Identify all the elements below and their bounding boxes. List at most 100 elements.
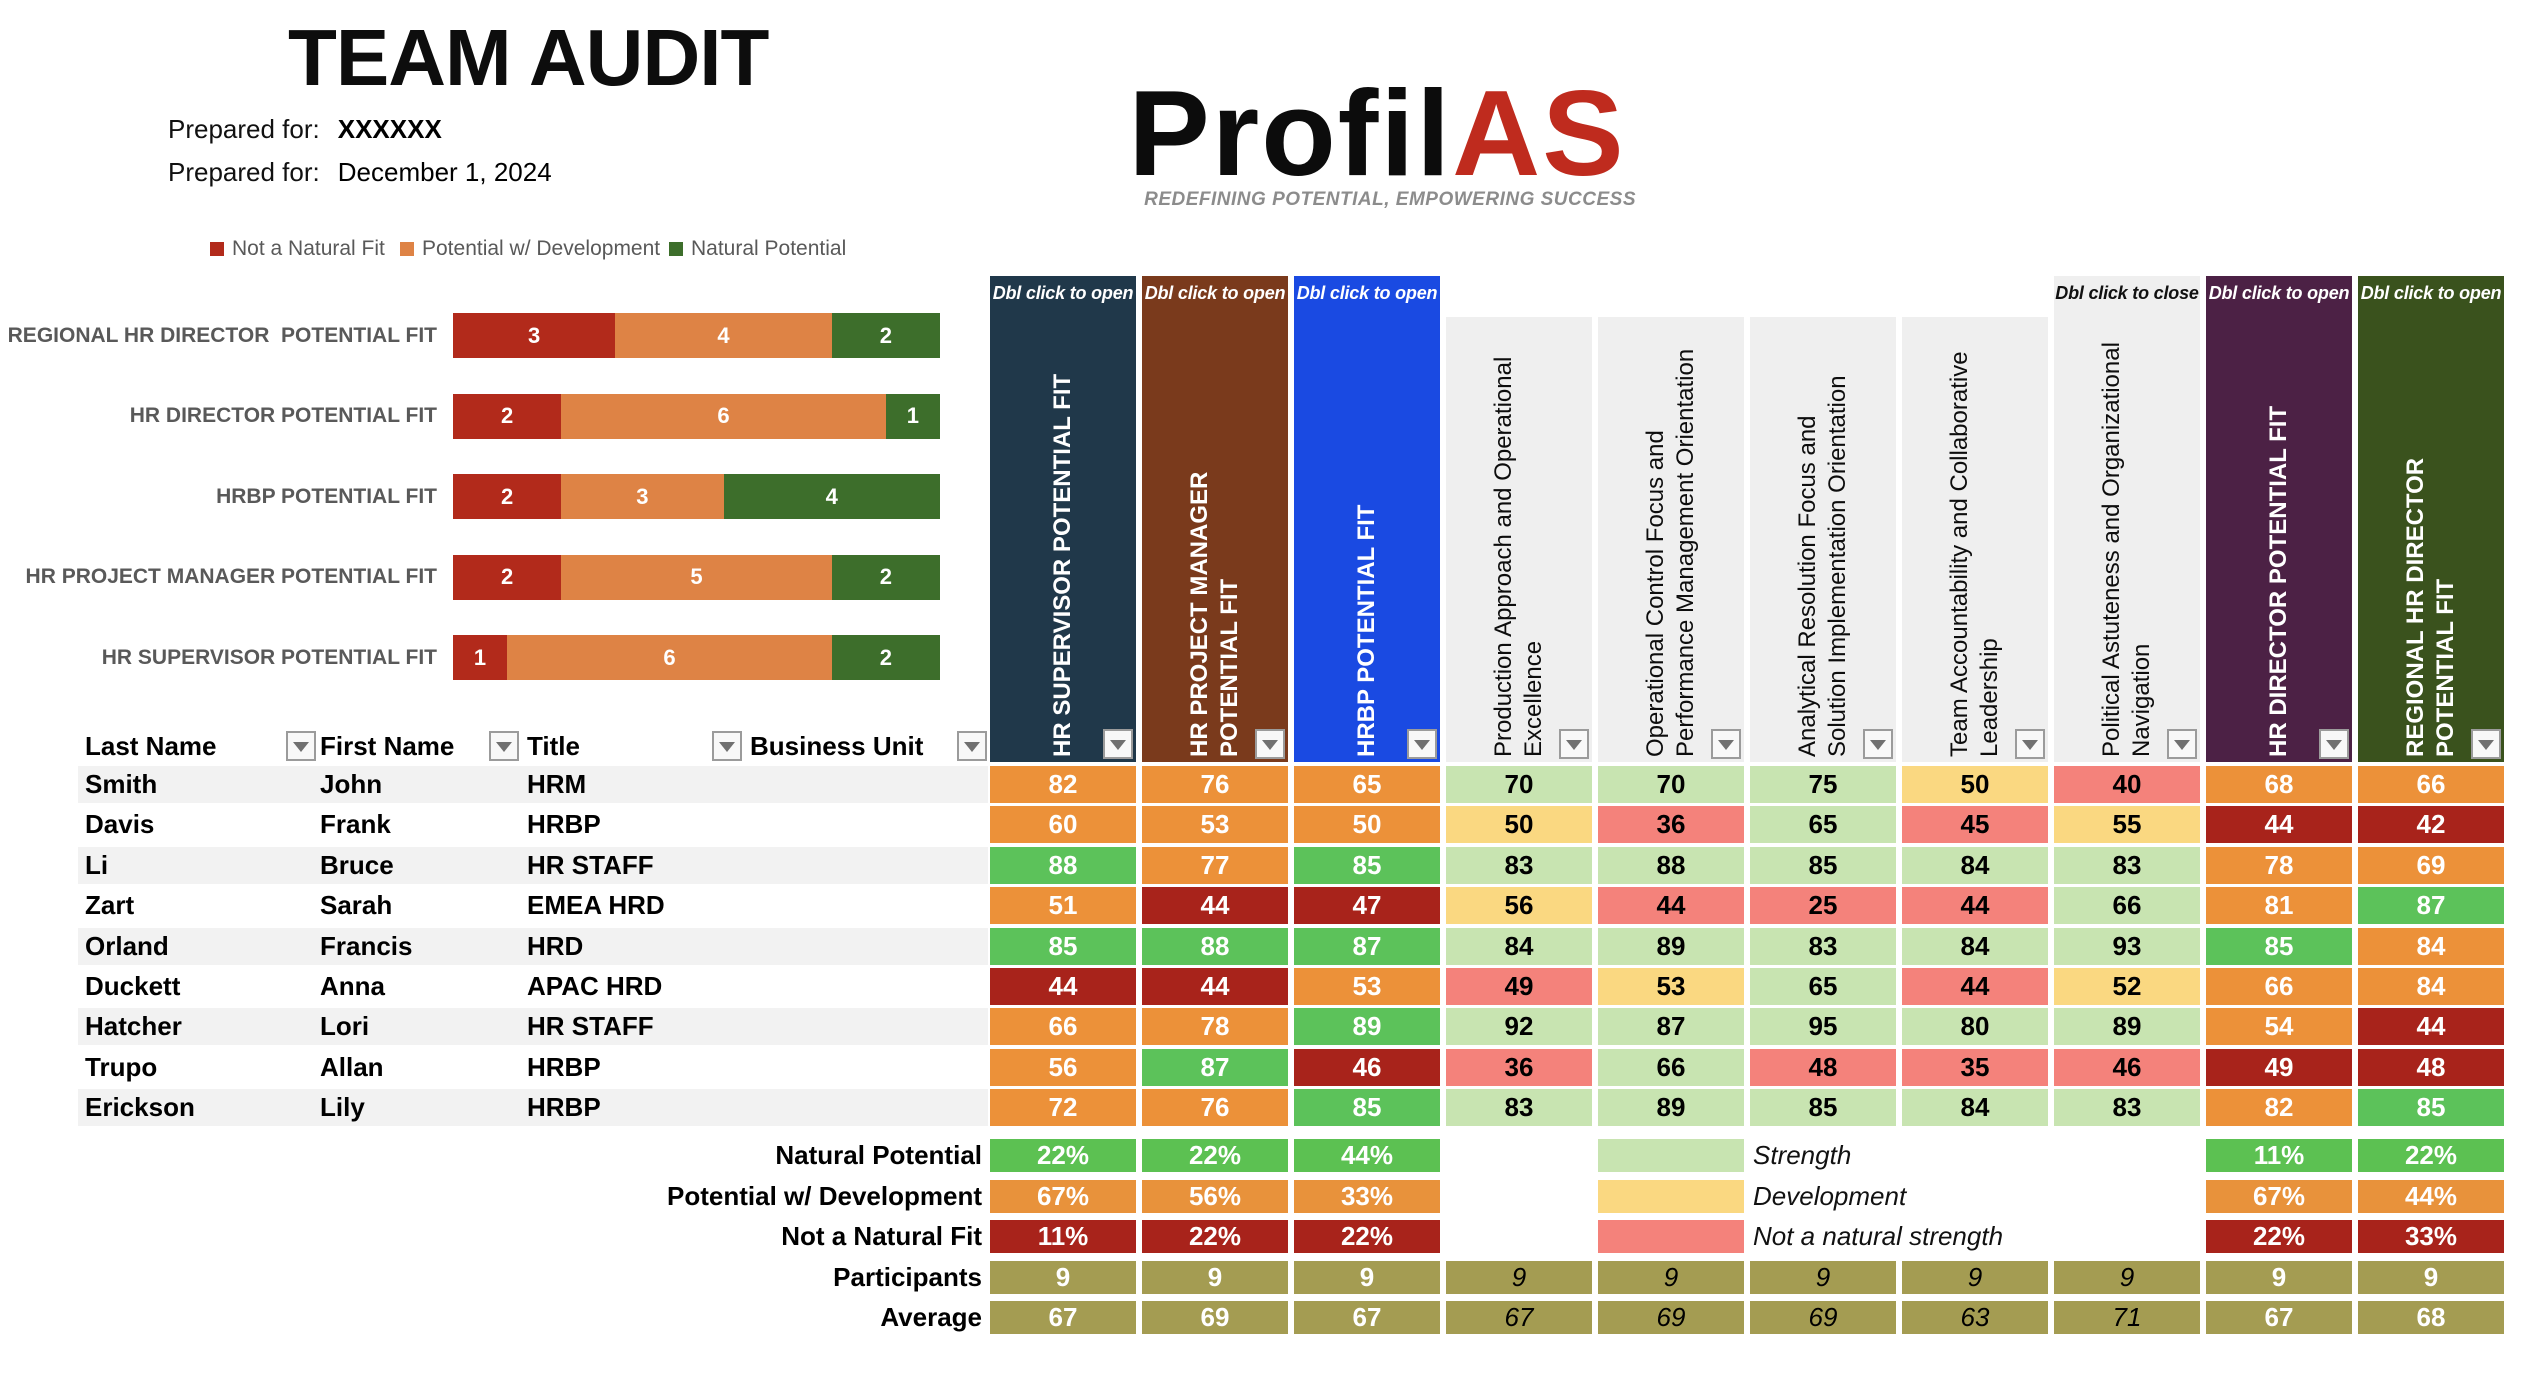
- score-cell: 80: [1902, 1008, 2048, 1046]
- dbl-click-open-note[interactable]: Dbl click to open: [2208, 283, 2350, 303]
- chart-legend-item: Potential w/ Development: [400, 237, 660, 260]
- filter-dropdown-button[interactable]: [1103, 729, 1133, 759]
- chart-legend-item: Natural Potential: [669, 237, 846, 260]
- bar-category-label: HR SUPERVISOR POTENTIAL FIT: [101, 645, 437, 669]
- score-cell: 82: [2206, 1089, 2352, 1127]
- score-cell: 85: [2206, 927, 2352, 965]
- bar-segment: 5: [561, 554, 832, 600]
- bar-segment: 2: [831, 554, 940, 600]
- summary-cell: 33%: [1294, 1179, 1440, 1213]
- score-cell: 50: [1294, 806, 1440, 844]
- bar-category-label: HR DIRECTOR POTENTIAL FIT: [129, 404, 437, 427]
- bar-segment: 1: [453, 635, 508, 680]
- summary-cell: 9: [1902, 1260, 2048, 1294]
- legend-swatch-icon: [210, 242, 224, 256]
- score-legend-swatch: [1598, 1139, 1744, 1172]
- row-first-cell: John: [320, 769, 383, 799]
- score-cell: 44: [2206, 806, 2352, 844]
- filter-dropdown-button[interactable]: [489, 731, 519, 761]
- filter-dropdown-button[interactable]: [286, 731, 316, 761]
- summary-cell: 68: [2358, 1301, 2504, 1334]
- filter-arrow-icon: [293, 742, 309, 752]
- summary-cell: 22%: [1142, 1139, 1288, 1172]
- row-title-cell: HRBP: [527, 809, 601, 840]
- filter-dropdown-button[interactable]: [2167, 729, 2197, 759]
- row-first-cell: Lily: [320, 1092, 365, 1123]
- column-header-title: HR SUPERVISOR POTENTIAL FIT: [1049, 373, 1076, 757]
- score-cell: 66: [2054, 887, 2200, 925]
- filter-arrow-icon: [496, 742, 512, 752]
- score-cell: 84: [2358, 968, 2504, 1005]
- dbl-click-open-note[interactable]: Dbl click to open: [992, 283, 1134, 303]
- score-cell: 89: [1598, 927, 1744, 965]
- filter-dropdown-button[interactable]: [2319, 729, 2349, 759]
- table-row-stripe: [78, 1048, 988, 1086]
- score-cell: 70: [1598, 766, 1744, 803]
- score-cell: 44: [990, 968, 1136, 1005]
- summary-row-label: Participants: [833, 1261, 982, 1292]
- summary-cell: 67: [990, 1301, 1136, 1334]
- bar-segment: 6: [507, 635, 832, 680]
- dbl-click-open-note[interactable]: Dbl click to open: [1296, 283, 1438, 303]
- score-cell: 82: [990, 766, 1136, 803]
- name-column-header: Title: [527, 730, 580, 761]
- filter-dropdown-button[interactable]: [1711, 729, 1741, 759]
- row-title-cell: APAC HRD: [527, 971, 663, 1001]
- summary-row-label: Average: [880, 1302, 982, 1332]
- prepared-for-row: Prepared for: XXXXXX: [168, 112, 442, 146]
- name-column-header: Last Name: [85, 730, 217, 761]
- filter-dropdown-button[interactable]: [2015, 729, 2045, 759]
- bar-segment: 2: [453, 393, 562, 439]
- row-last-cell: Erickson: [85, 1092, 195, 1123]
- score-cell: 78: [2206, 846, 2352, 884]
- filter-dropdown-button[interactable]: [712, 731, 742, 761]
- score-cell: 53: [1142, 806, 1288, 844]
- summary-cell: 44%: [2358, 1179, 2504, 1213]
- summary-cell: 9: [990, 1260, 1136, 1294]
- row-title-cell: EMEA HRD: [527, 890, 665, 921]
- filter-dropdown-button[interactable]: [1559, 729, 1589, 759]
- row-title-cell: HRM: [527, 769, 587, 799]
- score-cell: 70: [1446, 766, 1592, 803]
- bar-segment: 2: [831, 635, 940, 680]
- filter-dropdown-button[interactable]: [1255, 729, 1285, 759]
- summary-cell: 69: [1750, 1301, 1896, 1334]
- summary-cell: 9: [2054, 1260, 2200, 1294]
- table-row-stripe: [78, 1008, 988, 1046]
- dbl-click-open-note[interactable]: Dbl click to open: [2360, 283, 2502, 303]
- score-cell: 49: [2206, 1048, 2352, 1086]
- summary-cell: 69: [1598, 1301, 1744, 1334]
- filter-dropdown-button[interactable]: [957, 731, 987, 761]
- bar-segment: 4: [723, 474, 940, 519]
- score-cell: 65: [1294, 766, 1440, 803]
- table-row-stripe: [78, 968, 988, 1005]
- score-cell: 35: [1902, 1048, 2048, 1086]
- summary-cell: 22%: [990, 1139, 1136, 1172]
- score-cell: 44: [1902, 887, 2048, 925]
- dbl-click-open-note[interactable]: Dbl click to open: [1144, 283, 1286, 303]
- score-cell: 88: [990, 846, 1136, 884]
- column-header: Dbl click to open REGIONAL HR DIRECTOR PO…: [2358, 276, 2504, 762]
- dbl-click-close-note[interactable]: Dbl click to close: [2055, 283, 2199, 303]
- column-header-title: Political Astuteness and Organizational …: [2098, 342, 2155, 757]
- filter-dropdown-button[interactable]: [1863, 729, 1893, 759]
- filter-dropdown-button[interactable]: [1407, 729, 1437, 759]
- score-cell: 44: [1598, 887, 1744, 925]
- score-cell: 89: [1294, 1008, 1440, 1046]
- legend-swatch-icon: [669, 242, 683, 256]
- summary-cell: 22%: [1142, 1220, 1288, 1253]
- prepared-date-row: Prepared for: December 1, 2024: [168, 155, 552, 189]
- score-cell: 53: [1598, 968, 1744, 1005]
- column-header-title: HRBP POTENTIAL FIT: [1353, 504, 1380, 757]
- summary-cell: 63: [1902, 1301, 2048, 1334]
- filter-arrow-icon: [719, 742, 735, 752]
- score-legend-swatch: [1598, 1179, 1744, 1213]
- summary-cell: 69: [1142, 1301, 1288, 1334]
- filter-dropdown-button[interactable]: [2471, 729, 2501, 759]
- summary-row-label: Potential w/ Development: [667, 1180, 982, 1211]
- bar-category-label: HR PROJECT MANAGER POTENTIAL FIT: [25, 565, 437, 588]
- score-cell: 76: [1142, 766, 1288, 803]
- score-cell: 46: [2054, 1048, 2200, 1086]
